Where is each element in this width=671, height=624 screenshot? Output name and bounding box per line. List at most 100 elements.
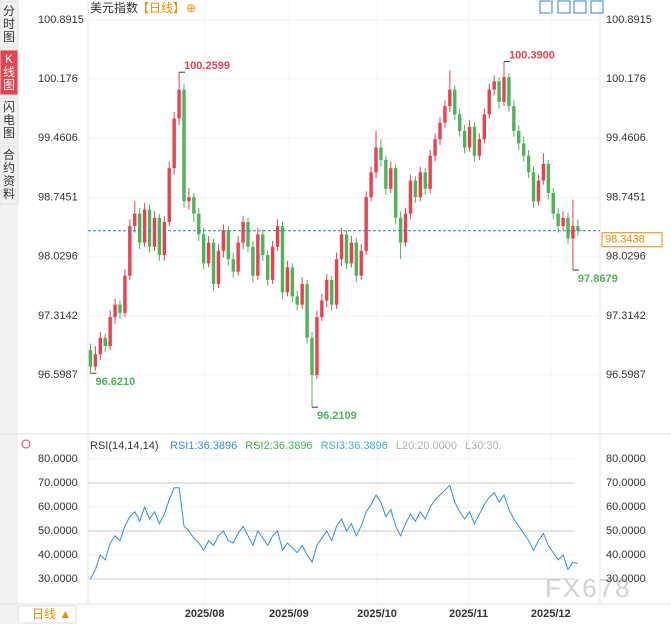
period-label[interactable]: 【日线】 bbox=[137, 1, 185, 15]
candle-body bbox=[197, 213, 201, 235]
candle-body bbox=[182, 89, 186, 202]
candle-body bbox=[226, 230, 231, 260]
candle-body bbox=[206, 242, 211, 264]
candle-body bbox=[152, 217, 157, 247]
candle-body bbox=[374, 147, 378, 173]
candle-body bbox=[482, 114, 487, 140]
period-button-label[interactable]: 日线 ▲ bbox=[32, 607, 71, 621]
y-tick-label-right: 100.8915 bbox=[606, 14, 652, 26]
candle-body bbox=[320, 300, 324, 318]
y-tick-label: 30.0000 bbox=[38, 573, 78, 585]
candle-body bbox=[329, 279, 334, 305]
current-price-box bbox=[601, 232, 663, 248]
candle-body bbox=[265, 255, 270, 280]
candle-body bbox=[261, 234, 265, 256]
candle-body bbox=[546, 164, 551, 193]
candle-body bbox=[369, 172, 373, 198]
x-tick-label: 2025/08 bbox=[185, 608, 225, 620]
candle-body bbox=[177, 89, 181, 119]
y-tick-label-right: 98.7451 bbox=[606, 191, 646, 203]
y-tick-label-right: 80.0000 bbox=[606, 453, 646, 465]
candle-body bbox=[162, 221, 167, 256]
sidebar-tab[interactable] bbox=[0, 1, 19, 48]
legend-entry: RSI2:36.3896 bbox=[245, 440, 312, 452]
candle-body bbox=[147, 209, 152, 247]
candle-body bbox=[93, 354, 98, 367]
y-tick-label-right: 50.0000 bbox=[606, 525, 646, 537]
candle-body bbox=[270, 246, 275, 280]
sidebar-tab-label[interactable]: 分时图 bbox=[3, 4, 15, 44]
candle-body bbox=[502, 77, 506, 102]
candle-body bbox=[467, 126, 472, 148]
y-tick-label-right: 100.176 bbox=[606, 73, 646, 85]
sidebar-tab[interactable] bbox=[0, 145, 19, 205]
candle-body bbox=[359, 250, 363, 276]
legend-entry: L30:30. bbox=[465, 440, 502, 452]
candle-body bbox=[398, 217, 403, 243]
candle-body bbox=[521, 143, 526, 156]
candle-body bbox=[108, 317, 112, 347]
candle-body bbox=[349, 242, 354, 264]
candle-body bbox=[315, 317, 319, 375]
candle-body bbox=[216, 250, 221, 284]
legend-entry: RSI1:36.3896 bbox=[170, 440, 237, 452]
sidebar-tab[interactable] bbox=[0, 49, 19, 96]
sidebar-tab-label[interactable]: 闪电图 bbox=[3, 100, 15, 140]
candle-body bbox=[236, 242, 240, 272]
candle-body bbox=[448, 89, 452, 107]
tool-button[interactable] bbox=[590, 0, 604, 14]
candle-body bbox=[428, 155, 432, 189]
sidebar-tab-label[interactable]: 合约资料 bbox=[3, 147, 15, 201]
y-tick-label-right: 40.0000 bbox=[606, 549, 646, 561]
extreme-label: 100.2599 bbox=[184, 60, 230, 72]
candle-body bbox=[512, 106, 516, 131]
settings-icon[interactable] bbox=[21, 439, 31, 449]
candle-body bbox=[285, 267, 290, 293]
sidebar-tab[interactable] bbox=[0, 97, 19, 144]
candle-body bbox=[379, 147, 383, 160]
candle-body bbox=[384, 159, 388, 189]
candle-body bbox=[526, 155, 531, 173]
y-tick-label-right: 99.4606 bbox=[606, 132, 646, 144]
add-icon[interactable]: ⊕ bbox=[186, 1, 196, 15]
y-tick-label-right: 30.0000 bbox=[606, 573, 646, 585]
y-tick-label: 97.3142 bbox=[38, 310, 78, 322]
tool-button[interactable] bbox=[557, 0, 571, 14]
candle-body bbox=[305, 283, 309, 338]
candle-body bbox=[438, 122, 442, 140]
y-tick-label: 99.4606 bbox=[38, 132, 78, 144]
candle-body bbox=[133, 213, 137, 227]
candle-body bbox=[571, 226, 575, 239]
candle-body bbox=[561, 217, 565, 227]
sidebar-tab-label[interactable]: K 线图 bbox=[3, 52, 15, 92]
tool-button[interactable] bbox=[539, 0, 553, 14]
x-tick-label: 2025/12 bbox=[531, 608, 571, 620]
candle-body bbox=[251, 246, 255, 276]
x-tick-label: 2025/10 bbox=[357, 608, 397, 620]
candle-body bbox=[477, 139, 482, 156]
candle-body bbox=[325, 279, 329, 301]
tool-button[interactable] bbox=[573, 0, 587, 14]
candle-body bbox=[98, 337, 103, 355]
candle-body bbox=[453, 89, 457, 115]
candle-body bbox=[531, 172, 536, 202]
candle-body bbox=[167, 168, 171, 222]
candle-body bbox=[211, 242, 216, 284]
y-tick-label: 100.176 bbox=[38, 73, 78, 85]
y-tick-label: 40.0000 bbox=[38, 549, 78, 561]
x-tick-label: 2025/09 bbox=[269, 608, 309, 620]
period-button[interactable] bbox=[17, 605, 77, 624]
candle-body bbox=[275, 226, 280, 247]
y-tick-label: 98.7451 bbox=[38, 191, 78, 203]
candle-body bbox=[192, 197, 196, 214]
candle-body bbox=[413, 180, 418, 198]
candle-body bbox=[497, 81, 501, 102]
legend-entry: L20:20.0000 bbox=[396, 440, 457, 452]
candle-body bbox=[536, 180, 541, 202]
candle-body bbox=[157, 217, 162, 256]
candle-body bbox=[118, 304, 122, 313]
y-tick-label-right: 60.0000 bbox=[606, 501, 646, 513]
candle-body bbox=[344, 234, 349, 264]
candle-body bbox=[418, 172, 423, 198]
candle-body bbox=[113, 304, 117, 318]
